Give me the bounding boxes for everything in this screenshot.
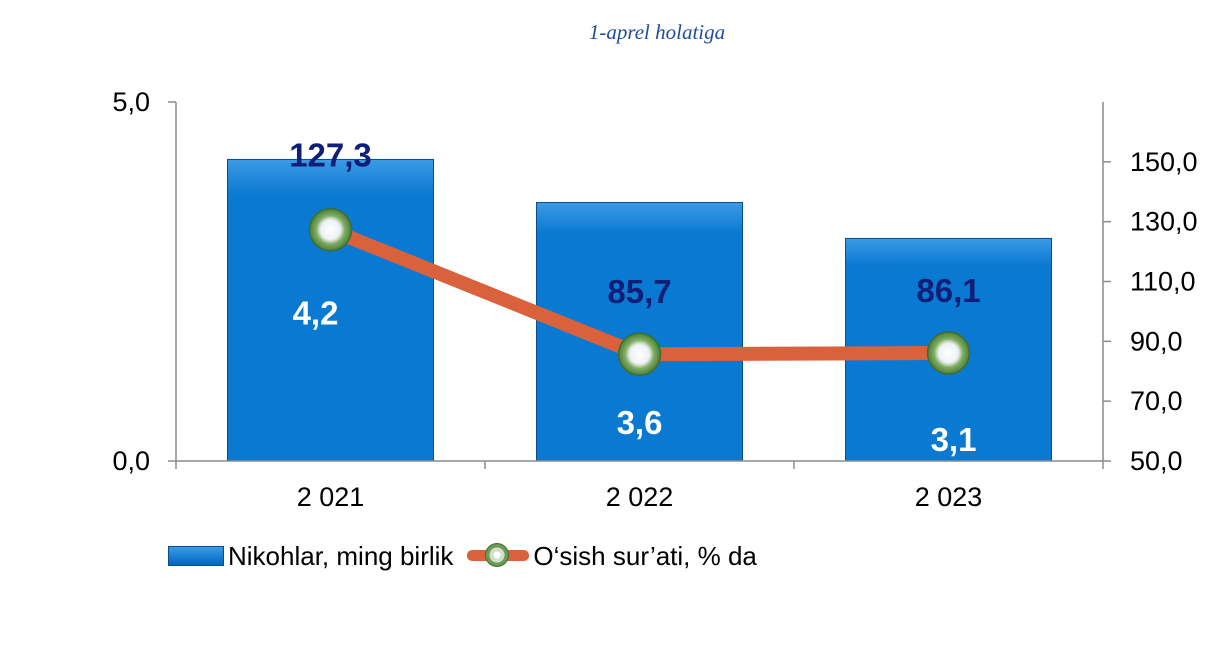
y-right-tick-label-2: 90,0 (1130, 326, 1183, 356)
legend-line-swatch (467, 538, 530, 574)
y-right-tick-label-1: 70,0 (1130, 386, 1183, 416)
y-left-tick-label-0: 0,0 (112, 446, 150, 476)
legend: Nikohlar, ming birlik O‘sish sur’ati, % … (168, 538, 771, 574)
legend-bar-label: Nikohlar, ming birlik (228, 540, 454, 571)
y-left-tick-label-1: 5,0 (112, 87, 150, 117)
legend-line-label: O‘sish sur’ati, % da (533, 540, 757, 571)
y-right-tick-label-0: 50,0 (1130, 446, 1183, 476)
line-value-label-2: 86,1 (916, 272, 980, 309)
legend-bar-swatch (168, 546, 224, 566)
bar-value-label-2: 3,1 (931, 421, 977, 458)
line-value-label-0: 127,3 (289, 136, 372, 173)
line-value-label-1: 85,7 (607, 273, 671, 310)
line-point-1 (617, 332, 662, 376)
y-right-tick-label-3: 110,0 (1130, 267, 1196, 297)
line-point-2 (926, 331, 971, 375)
chart-subtitle: 1-aprel holatiga (588, 20, 726, 44)
x-tick-label-1: 2 022 (606, 482, 674, 512)
bar-value-label-1: 3,6 (617, 404, 663, 441)
line-point-0 (308, 207, 353, 252)
y-right-tick-label-4: 130,0 (1130, 207, 1198, 237)
bar-value-label-0: 4,2 (293, 294, 339, 331)
x-tick-label-2: 2 023 (915, 482, 983, 512)
x-tick-label-0: 2 021 (297, 482, 365, 512)
y-right-tick-label-5: 150,0 (1130, 147, 1198, 177)
